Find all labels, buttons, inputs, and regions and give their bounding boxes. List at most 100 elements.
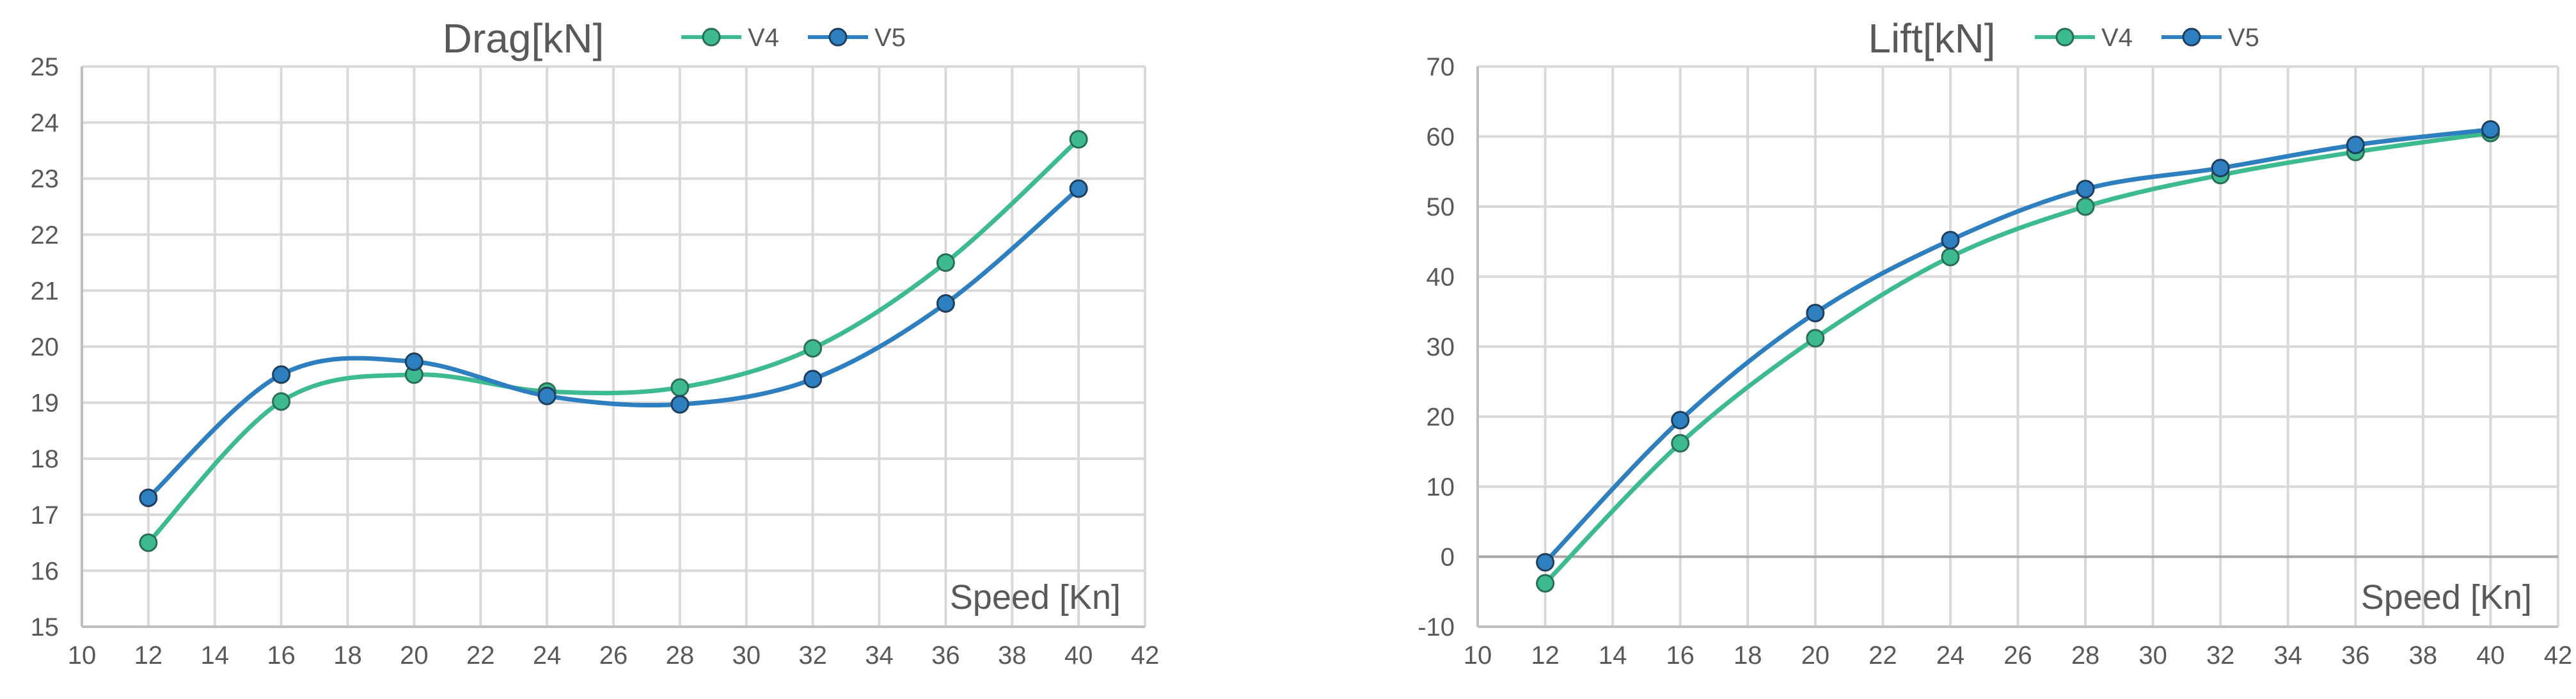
- lift-x-tick-label: 30: [2138, 641, 2167, 670]
- lift-legend: V4 V5: [2035, 24, 2259, 52]
- lift-legend-label: V5: [2228, 24, 2259, 52]
- drag-y-tick-label: 21: [31, 277, 59, 305]
- lift-x-tick-label: 26: [2003, 641, 2032, 670]
- lift-data-point-v5: [1806, 303, 1825, 322]
- drag-x-tick-label: 28: [666, 641, 695, 670]
- drag-chart-title: Drag[kN]: [443, 15, 604, 61]
- drag-y-tick-label: 22: [31, 221, 59, 249]
- drag-legend-label: V5: [874, 24, 906, 52]
- drag-y-tick-label: 17: [31, 501, 59, 530]
- lift-x-axis-label: Speed [Kn]: [2361, 578, 2532, 617]
- lift-data-point-v4: [1536, 574, 1555, 593]
- lift-x-tick-label: 10: [1464, 641, 1492, 670]
- drag-data-point-v5: [1069, 179, 1088, 198]
- drag-x-tick-label: 34: [865, 641, 894, 670]
- drag-data-point-v5: [272, 365, 291, 384]
- lift-x-tick-label: 36: [2341, 641, 2370, 670]
- drag-legend-item-v4: V4: [681, 24, 779, 52]
- lift-x-tick-label: 20: [1801, 641, 1830, 670]
- lift-x-tick-label: 18: [1734, 641, 1762, 670]
- lift-data-point-v4: [1941, 247, 1960, 267]
- lift-x-tick-label: 14: [1599, 641, 1627, 670]
- drag-x-axis-label: Speed [Kn]: [950, 578, 1121, 617]
- drag-x-tick-label: 10: [68, 641, 97, 670]
- lift-data-point-v5: [2481, 120, 2500, 139]
- drag-x-tick-label: 24: [533, 641, 562, 670]
- lift-data-point-v4: [2076, 197, 2095, 216]
- drag-data-point-v4: [670, 378, 690, 397]
- lift-x-tick-label: 16: [1666, 641, 1695, 670]
- lift-legend-item-v4: V4: [2035, 24, 2133, 52]
- lift-x-tick-label: 38: [2409, 641, 2438, 670]
- drag-legend-label: V4: [748, 24, 779, 52]
- drag-data-point-v5: [670, 395, 690, 414]
- lift-data-point-v4: [1671, 434, 1690, 453]
- lift-x-tick-label: 28: [2071, 641, 2100, 670]
- lift-y-tick-label: 0: [1441, 544, 1455, 572]
- lift-legend-label: V4: [2101, 24, 2133, 52]
- drag-y-tick-label: 23: [31, 165, 59, 193]
- drag-x-tick-label: 40: [1064, 641, 1093, 670]
- drag-data-point-v4: [936, 253, 955, 272]
- lift-x-tick-label: 42: [2544, 641, 2573, 670]
- drag-y-tick-label: 16: [31, 557, 59, 585]
- lift-data-point-v5: [2076, 180, 2095, 199]
- drag-x-tick-label: 22: [466, 641, 495, 670]
- drag-x-tick-label: 32: [798, 641, 827, 670]
- drag-chart: 10 12 14 16 18 20 22 24 26 28 30 32 34 36 38 40 42 15 16 17…: [0, 0, 1279, 699]
- lift-y-tick-label: 20: [1426, 404, 1455, 432]
- drag-x-tick-label: 30: [732, 641, 761, 670]
- lift-x-tick-label: 40: [2476, 641, 2505, 670]
- lift-y-tick-label: 60: [1426, 123, 1455, 152]
- lift-y-tick-label: -10: [1418, 613, 1455, 641]
- drag-legend: V4 V5: [681, 24, 906, 52]
- drag-y-tick-label: 24: [31, 109, 59, 137]
- drag-data-point-v5: [803, 370, 823, 389]
- lift-x-tick-label: 32: [2206, 641, 2235, 670]
- drag-legend-marker: [828, 27, 848, 47]
- lift-y-tick-label: 70: [1426, 53, 1455, 81]
- lift-data-point-v5: [1536, 553, 1555, 572]
- lift-chart-svg: 10 12 14 16 18 20 22 24 26 28 30 32 34 36 38 40 42 -10 0 10…: [1418, 15, 2573, 670]
- lift-data-point-v5: [2211, 159, 2230, 178]
- drag-data-point-v5: [139, 489, 158, 508]
- lift-data-point-v5: [1671, 411, 1690, 430]
- lift-legend-item-v5: V5: [2161, 24, 2259, 52]
- drag-x-tick-label: 14: [201, 641, 230, 670]
- drag-data-point-v4: [803, 339, 823, 358]
- drag-y-tick-label: 19: [31, 389, 59, 418]
- drag-y-tick-label: 18: [31, 445, 59, 473]
- drag-x-tick-label: 18: [333, 641, 362, 670]
- drag-x-tick-label: 20: [400, 641, 429, 670]
- lift-y-tick-label: 10: [1426, 473, 1455, 501]
- drag-x-tick-label: 16: [267, 641, 296, 670]
- lift-data-point-v5: [1941, 231, 1960, 250]
- lift-y-tick-label: 30: [1426, 333, 1455, 361]
- lift-chart-title: Lift[kN]: [1868, 15, 1995, 61]
- drag-data-point-v5: [936, 294, 955, 313]
- lift-y-tick-label: 40: [1426, 263, 1455, 292]
- drag-data-point-v5: [537, 386, 557, 405]
- drag-x-tick-label: 36: [931, 641, 960, 670]
- drag-chart-svg: 10 12 14 16 18 20 22 24 26 28 30 32 34 36 38 40 42 15 16 17…: [31, 15, 1160, 670]
- drag-grid: [81, 65, 1146, 628]
- drag-data-point-v5: [404, 352, 423, 372]
- lift-data-point-v4: [1806, 329, 1825, 348]
- lift-grid: [1476, 65, 2559, 628]
- drag-x-tick-label: 38: [998, 641, 1027, 670]
- drag-y-tick-label: 25: [31, 53, 59, 81]
- drag-series-v5: [139, 179, 1088, 508]
- drag-legend-item-v5: V5: [808, 24, 906, 52]
- drag-data-point-v4: [272, 392, 291, 411]
- lift-y-tick-label: 50: [1426, 193, 1455, 221]
- drag-x-tick-label: 26: [599, 641, 628, 670]
- lift-legend-marker: [2182, 27, 2201, 47]
- drag-legend-marker: [702, 27, 721, 47]
- drag-data-point-v4: [1069, 130, 1088, 149]
- lift-x-tick-label: 34: [2274, 641, 2303, 670]
- drag-data-point-v4: [139, 533, 158, 553]
- lift-legend-marker: [2055, 27, 2074, 47]
- drag-y-tick-label: 15: [31, 613, 59, 641]
- lift-chart: 10 12 14 16 18 20 22 24 26 28 30 32 34 36 38 40 42 -10 0 10…: [1292, 0, 2576, 699]
- drag-x-tick-label: 12: [134, 641, 163, 670]
